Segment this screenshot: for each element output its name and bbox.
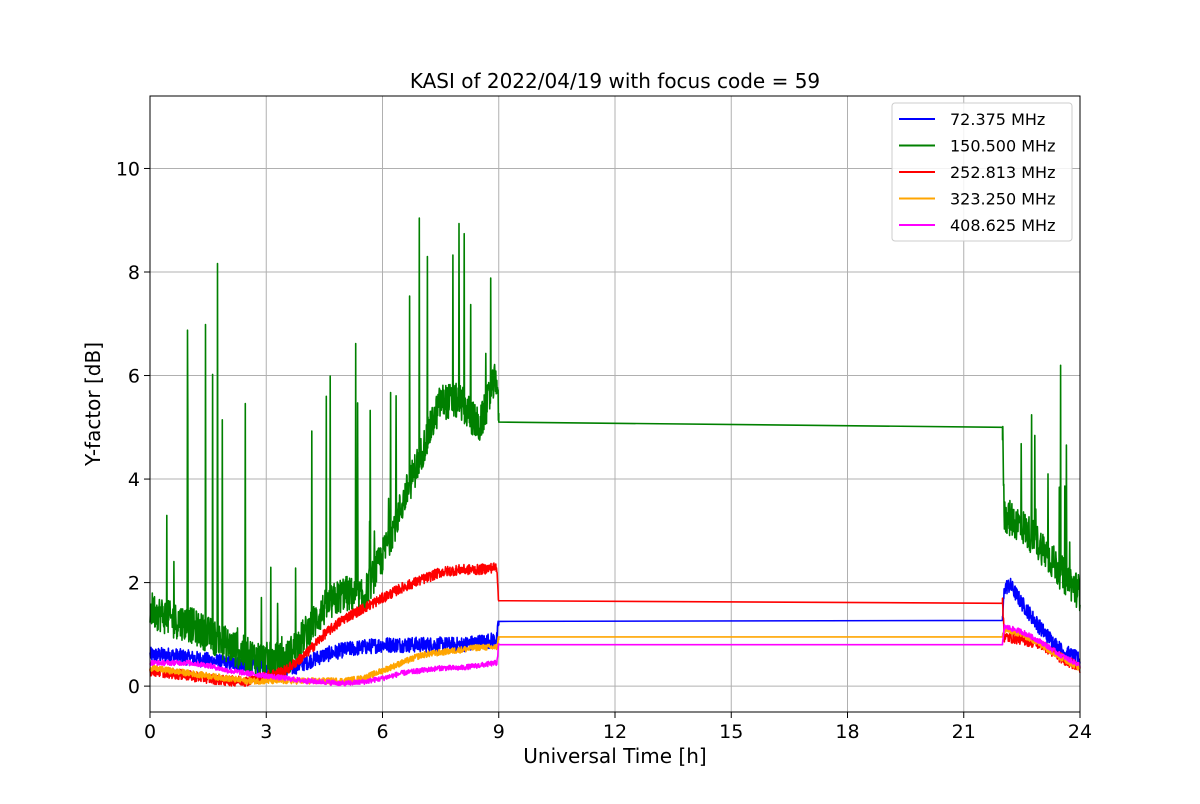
y-tick-label: 0	[128, 676, 140, 698]
x-tick-label: 15	[719, 721, 743, 743]
y-axis-label: Y-factor [dB]	[81, 342, 105, 467]
legend-label: 252.813 MHz	[950, 163, 1055, 182]
x-tick-label: 21	[952, 721, 976, 743]
legend-label: 323.250 MHz	[950, 190, 1055, 209]
chart-title: KASI of 2022/04/19 with focus code = 59	[410, 69, 820, 93]
y-tick-label: 8	[128, 262, 140, 284]
legend-label: 72.375 MHz	[950, 110, 1045, 129]
x-tick-label: 24	[1068, 721, 1092, 743]
series-line	[149, 623, 1081, 687]
series-line	[149, 562, 1081, 687]
y-tick-label: 4	[128, 469, 140, 491]
series-layer	[149, 217, 1081, 687]
x-axis-label: Universal Time [h]	[523, 744, 706, 768]
legend-label: 150.500 MHz	[950, 137, 1055, 156]
series-line	[149, 577, 1081, 679]
series-line	[149, 217, 1081, 680]
x-tick-label: 6	[376, 721, 388, 743]
x-tick-label: 9	[493, 721, 505, 743]
legend-box	[891, 102, 1073, 242]
x-tick-label: 12	[603, 721, 627, 743]
legend-items: 72.375 MHz 150.500 MHz 252.813 MHz 323.250 …	[899, 110, 1055, 235]
x-tick-label: 18	[835, 721, 859, 743]
legend: 72.375 MHz 150.500 MHz 252.813 MHz 323.250 …	[891, 102, 1073, 242]
legend-label: 408.625 MHz	[950, 216, 1055, 235]
x-tick-label: 0	[144, 721, 156, 743]
y-tick-label: 6	[128, 366, 140, 388]
y-tick-label: 10	[116, 158, 140, 180]
x-tick-label: 3	[260, 721, 272, 743]
y-tick-label: 2	[128, 573, 140, 595]
